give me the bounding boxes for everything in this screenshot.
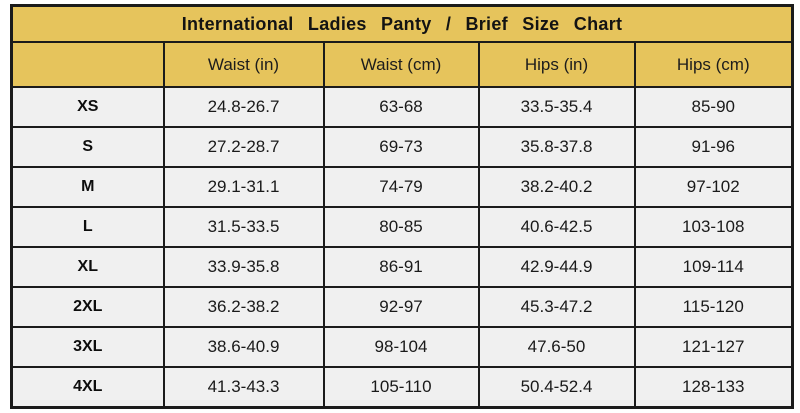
table-row: 2XL 36.2-38.2 92-97 45.3-47.2 115-120 <box>10 286 794 328</box>
waist-in-cell: 38.6-40.9 <box>162 326 325 368</box>
size-cell: XL <box>10 246 165 288</box>
hips-cm-cell: 103-108 <box>633 206 794 248</box>
waist-in-cell: 41.3-43.3 <box>162 366 325 409</box>
column-header-row: Waist (in) Waist (cm) Hips (in) Hips (cm… <box>10 41 794 88</box>
waist-cm-cell: 74-79 <box>322 166 480 208</box>
waist-cm-cell: 63-68 <box>322 86 480 128</box>
hips-cm-cell: 128-133 <box>633 366 794 409</box>
column-header-size <box>10 41 165 88</box>
hips-in-cell: 35.8-37.8 <box>477 126 636 168</box>
table-row: 3XL 38.6-40.9 98-104 47.6-50 121-127 <box>10 326 794 368</box>
hips-cm-cell: 121-127 <box>633 326 794 368</box>
size-cell: M <box>10 166 165 208</box>
waist-in-cell: 36.2-38.2 <box>162 286 325 328</box>
size-cell: 4XL <box>10 366 165 409</box>
table-row: M 29.1-31.1 74-79 38.2-40.2 97-102 <box>10 166 794 208</box>
size-chart-table: International Ladies Panty / Brief Size … <box>10 4 794 409</box>
column-header-waist-cm: Waist (cm) <box>322 41 480 88</box>
hips-cm-cell: 91-96 <box>633 126 794 168</box>
size-cell: 3XL <box>10 326 165 368</box>
table-row: XS 24.8-26.7 63-68 33.5-35.4 85-90 <box>10 86 794 128</box>
size-cell: XS <box>10 86 165 128</box>
waist-cm-cell: 105-110 <box>322 366 480 409</box>
hips-in-cell: 38.2-40.2 <box>477 166 636 208</box>
hips-cm-cell: 97-102 <box>633 166 794 208</box>
waist-in-cell: 29.1-31.1 <box>162 166 325 208</box>
waist-cm-cell: 69-73 <box>322 126 480 168</box>
column-header-hips-cm: Hips (cm) <box>633 41 794 88</box>
title-row: International Ladies Panty / Brief Size … <box>10 4 794 43</box>
hips-cm-cell: 85-90 <box>633 86 794 128</box>
hips-cm-cell: 109-114 <box>633 246 794 288</box>
waist-cm-cell: 98-104 <box>322 326 480 368</box>
size-cell: S <box>10 126 165 168</box>
size-cell: 2XL <box>10 286 165 328</box>
waist-cm-cell: 86-91 <box>322 246 480 288</box>
hips-in-cell: 45.3-47.2 <box>477 286 636 328</box>
hips-cm-cell: 115-120 <box>633 286 794 328</box>
hips-in-cell: 33.5-35.4 <box>477 86 636 128</box>
size-cell: L <box>10 206 165 248</box>
chart-title: International Ladies Panty / Brief Size … <box>10 4 794 43</box>
table-row: 4XL 41.3-43.3 105-110 50.4-52.4 128-133 <box>10 366 794 409</box>
waist-cm-cell: 80-85 <box>322 206 480 248</box>
waist-cm-cell: 92-97 <box>322 286 480 328</box>
table-row: L 31.5-33.5 80-85 40.6-42.5 103-108 <box>10 206 794 248</box>
waist-in-cell: 33.9-35.8 <box>162 246 325 288</box>
waist-in-cell: 31.5-33.5 <box>162 206 325 248</box>
hips-in-cell: 40.6-42.5 <box>477 206 636 248</box>
hips-in-cell: 50.4-52.4 <box>477 366 636 409</box>
table-row: S 27.2-28.7 69-73 35.8-37.8 91-96 <box>10 126 794 168</box>
waist-in-cell: 27.2-28.7 <box>162 126 325 168</box>
waist-in-cell: 24.8-26.7 <box>162 86 325 128</box>
column-header-waist-in: Waist (in) <box>162 41 325 88</box>
column-header-hips-in: Hips (in) <box>477 41 636 88</box>
hips-in-cell: 42.9-44.9 <box>477 246 636 288</box>
table-row: XL 33.9-35.8 86-91 42.9-44.9 109-114 <box>10 246 794 288</box>
hips-in-cell: 47.6-50 <box>477 326 636 368</box>
